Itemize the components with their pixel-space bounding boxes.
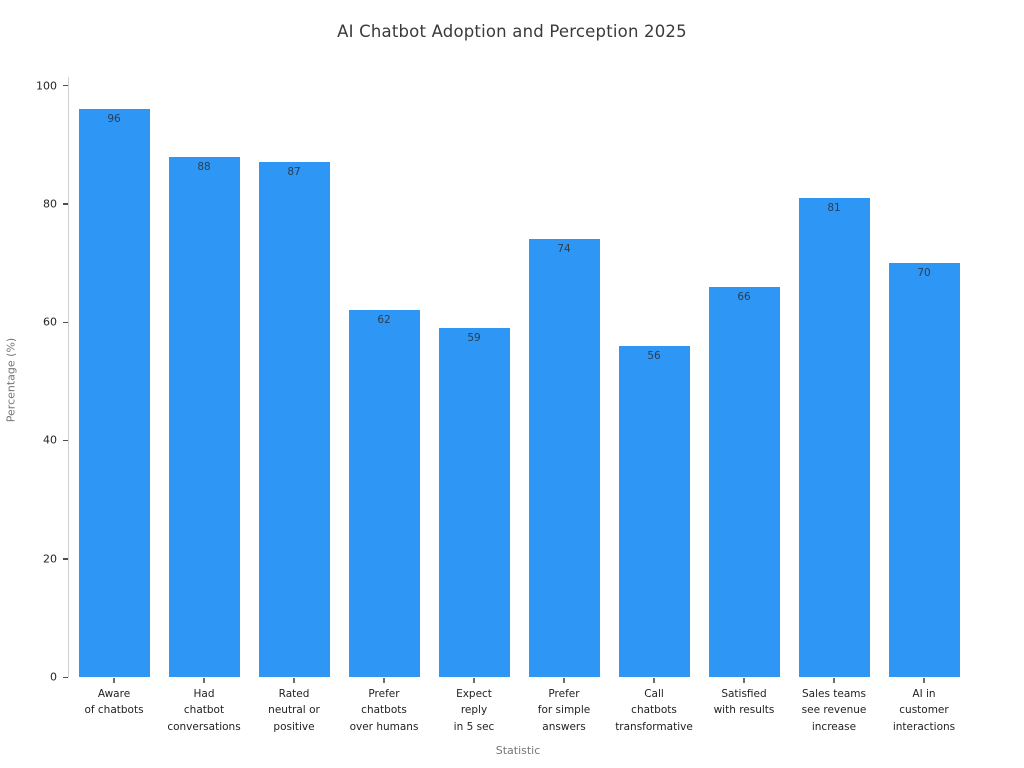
x-tick-mark-5 xyxy=(563,678,565,683)
plot-area: 0 20 40 60 80 100 96 Aware of chatbots 88 Had cha… xyxy=(36,77,969,733)
bar-1: 88 xyxy=(168,156,240,677)
x-tick-mark-1 xyxy=(203,678,205,683)
bar-value-label-4: 59 xyxy=(467,332,481,345)
bar-4: 59 xyxy=(438,328,510,677)
x-tick-label-9: AI in customer interactions xyxy=(892,688,956,733)
x-axis-label: Statistic xyxy=(495,744,541,757)
y-tick-mark-0 xyxy=(63,676,68,678)
x-tick-label-8: Sales teams see revenue increase xyxy=(801,688,867,733)
bar-7: 66 xyxy=(708,286,780,677)
bar-8: 81 xyxy=(798,197,870,677)
x-tick-mark-7 xyxy=(743,678,745,683)
x-tick-label-6: Call chatbots transformative xyxy=(615,688,693,733)
bar-value-label-2: 87 xyxy=(287,166,301,179)
x-tick-label-7: Satisfied with results xyxy=(713,688,775,717)
bar-3: 62 xyxy=(348,310,420,677)
bar-value-label-0: 96 xyxy=(107,113,121,126)
y-tick-mark-100 xyxy=(63,85,68,87)
y-axis-label: Percentage (%) xyxy=(4,337,18,423)
x-tick-mark-6 xyxy=(653,678,655,683)
x-tick-label-0: Aware of chatbots xyxy=(84,688,144,717)
x-tick-mark-4 xyxy=(473,678,475,683)
y-tick-label-20: 20 xyxy=(43,552,57,566)
y-tick-label-40: 40 xyxy=(43,433,57,447)
y-tick-mark-80 xyxy=(63,203,68,205)
bar-value-label-3: 62 xyxy=(377,314,391,327)
bar-5: 74 xyxy=(528,239,600,677)
x-tick-label-2: Rated neutral or positive xyxy=(268,688,320,733)
y-tick-label-80: 80 xyxy=(43,197,57,211)
x-tick-mark-2 xyxy=(293,678,295,683)
bar-2: 87 xyxy=(258,162,330,677)
chart-title: AI Chatbot Adoption and Perception 2025 xyxy=(337,22,687,41)
bar-value-label-7: 66 xyxy=(737,290,751,303)
bar-0: 96 xyxy=(78,109,150,677)
y-tick-mark-60 xyxy=(63,321,68,323)
y-tick-label-60: 60 xyxy=(43,315,57,329)
x-tick-label-5: Prefer for simple answers xyxy=(537,688,591,733)
y-tick-label-0: 0 xyxy=(50,670,57,684)
bar-9: 70 xyxy=(888,263,960,677)
y-tick-label-100: 100 xyxy=(36,79,57,93)
x-tick-label-4: Expect reply in 5 sec xyxy=(453,688,495,733)
x-tick-mark-0 xyxy=(113,678,115,683)
x-tick-label-1: Had chatbot conversations xyxy=(167,688,241,733)
bar-value-label-8: 81 xyxy=(827,201,841,214)
bar-value-label-1: 88 xyxy=(197,160,211,173)
y-tick-mark-40 xyxy=(63,439,68,442)
bar-6: 56 xyxy=(618,345,690,677)
y-tick-mark-20 xyxy=(63,558,68,560)
bar-value-label-9: 70 xyxy=(917,267,931,280)
x-tick-mark-9 xyxy=(923,678,925,683)
x-tick-label-3: Prefer chatbots over humans xyxy=(349,688,419,733)
x-tick-mark-3 xyxy=(383,678,385,683)
bar-value-label-6: 56 xyxy=(647,349,661,362)
x-tick-mark-8 xyxy=(833,678,835,683)
bar-value-label-5: 74 xyxy=(557,243,571,256)
